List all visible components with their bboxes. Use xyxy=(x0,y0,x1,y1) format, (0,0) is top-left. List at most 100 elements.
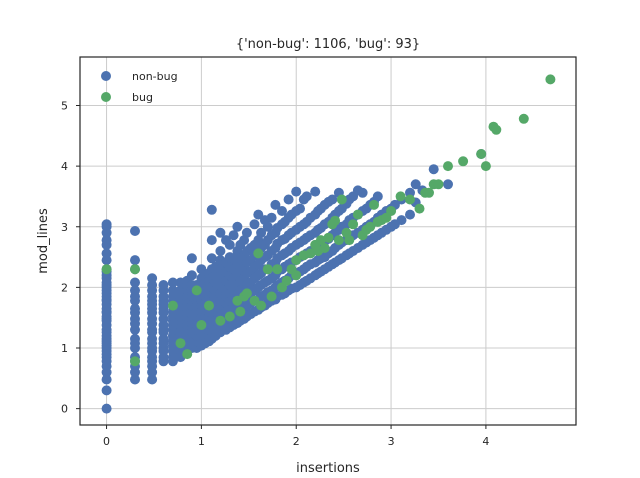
x-tick-label: 3 xyxy=(388,435,395,448)
bug-point xyxy=(518,113,529,124)
non-bug-point xyxy=(101,219,112,230)
non-bug-point xyxy=(310,186,321,197)
bug-point xyxy=(224,311,235,322)
non-bug-point xyxy=(283,194,294,205)
bug-point xyxy=(191,285,202,296)
data-points xyxy=(101,74,556,414)
bug-point xyxy=(323,232,334,243)
bug-point xyxy=(272,264,283,275)
bug-point xyxy=(352,209,363,220)
bug-point xyxy=(262,264,273,275)
non-bug-point xyxy=(249,219,260,230)
non-bug-point xyxy=(186,270,197,281)
non-bug-point xyxy=(327,194,338,205)
non-bug-point xyxy=(215,227,226,238)
y-tick-label: 1 xyxy=(61,342,68,355)
bug-point xyxy=(315,235,326,246)
bug-point xyxy=(480,161,491,172)
x-axis-label: insertions xyxy=(296,461,360,476)
non-bug-point xyxy=(277,206,287,216)
non-bug-point xyxy=(262,221,273,232)
non-bug-point xyxy=(428,164,439,175)
bug-point xyxy=(291,270,302,281)
y-tick-label: 0 xyxy=(61,403,68,416)
non-bug-point xyxy=(130,303,140,314)
y-tick-label: 3 xyxy=(61,221,68,234)
non-bug-point xyxy=(130,277,140,288)
non-bug-point xyxy=(147,273,158,284)
bug-point xyxy=(130,356,140,367)
non-bug-point xyxy=(101,374,112,385)
bug-point xyxy=(369,199,379,210)
non-bug-point xyxy=(396,215,407,226)
series-bug xyxy=(101,74,556,367)
bug-point xyxy=(545,74,556,85)
bug-point xyxy=(266,291,277,302)
non-bug-point xyxy=(241,227,252,238)
bug-point xyxy=(291,255,302,266)
x-tick-label: 0 xyxy=(103,435,110,448)
chart-title: {'non-bug': 1106, 'bug': 93} xyxy=(236,37,420,52)
non-bug-point xyxy=(186,253,197,264)
non-bug-point xyxy=(291,186,302,197)
bug-point xyxy=(348,219,359,230)
bug-point xyxy=(130,264,140,275)
non-bug-point xyxy=(443,179,453,190)
bug-point xyxy=(414,203,425,214)
non-bug-point xyxy=(167,285,178,296)
bug-point xyxy=(305,248,316,259)
non-bug-point xyxy=(206,204,217,215)
bug-point xyxy=(330,215,341,226)
non-bug-point xyxy=(130,333,140,344)
legend-label: bug xyxy=(132,91,153,104)
non-bug-point xyxy=(224,239,235,250)
bug-point xyxy=(196,320,207,330)
bug-point xyxy=(319,243,330,253)
non-bug-point xyxy=(206,253,217,264)
non-bug-point xyxy=(372,191,383,202)
bug-point xyxy=(204,300,214,311)
legend-marker xyxy=(101,92,111,102)
non-bug-point xyxy=(101,235,112,246)
bug-point xyxy=(215,315,226,326)
non-bug-point xyxy=(270,199,281,210)
bug-point xyxy=(443,161,453,172)
bug-point xyxy=(395,191,406,202)
bug-point xyxy=(344,235,355,246)
non-bug-point xyxy=(101,403,112,414)
bug-point xyxy=(101,264,112,275)
non-bug-point xyxy=(130,255,140,266)
bug-point xyxy=(336,194,347,205)
non-bug-point xyxy=(215,246,226,256)
bug-point xyxy=(365,221,376,232)
non-bug-point xyxy=(228,230,239,241)
bug-point xyxy=(175,338,186,349)
legend: non-bug bug xyxy=(101,70,178,104)
x-tick-label: 1 xyxy=(198,435,205,448)
y-tick-label: 4 xyxy=(61,160,68,173)
non-bug-point xyxy=(295,203,305,214)
non-bug-point xyxy=(101,385,112,396)
bug-point xyxy=(405,194,415,205)
bug-point xyxy=(167,300,178,311)
y-axis-ticks: 0 1 2 3 4 5 xyxy=(61,100,80,416)
x-tick-label: 4 xyxy=(482,435,489,448)
x-axis-ticks: 0 1 2 3 4 xyxy=(103,425,489,448)
non-bug-point xyxy=(232,221,243,232)
non-bug-point xyxy=(405,209,415,220)
y-tick-label: 5 xyxy=(61,100,68,113)
bug-point xyxy=(235,306,246,317)
non-bug-point xyxy=(253,209,264,220)
x-tick-label: 2 xyxy=(293,435,300,448)
bug-point xyxy=(476,149,487,159)
non-bug-point xyxy=(256,227,267,238)
bug-point xyxy=(491,124,502,135)
bug-point xyxy=(182,349,193,360)
non-bug-point xyxy=(357,187,368,198)
bug-point xyxy=(424,187,434,198)
plot-frame xyxy=(79,56,577,426)
bug-point xyxy=(281,275,292,286)
bug-point xyxy=(386,206,397,216)
legend-label: non-bug xyxy=(132,70,178,83)
